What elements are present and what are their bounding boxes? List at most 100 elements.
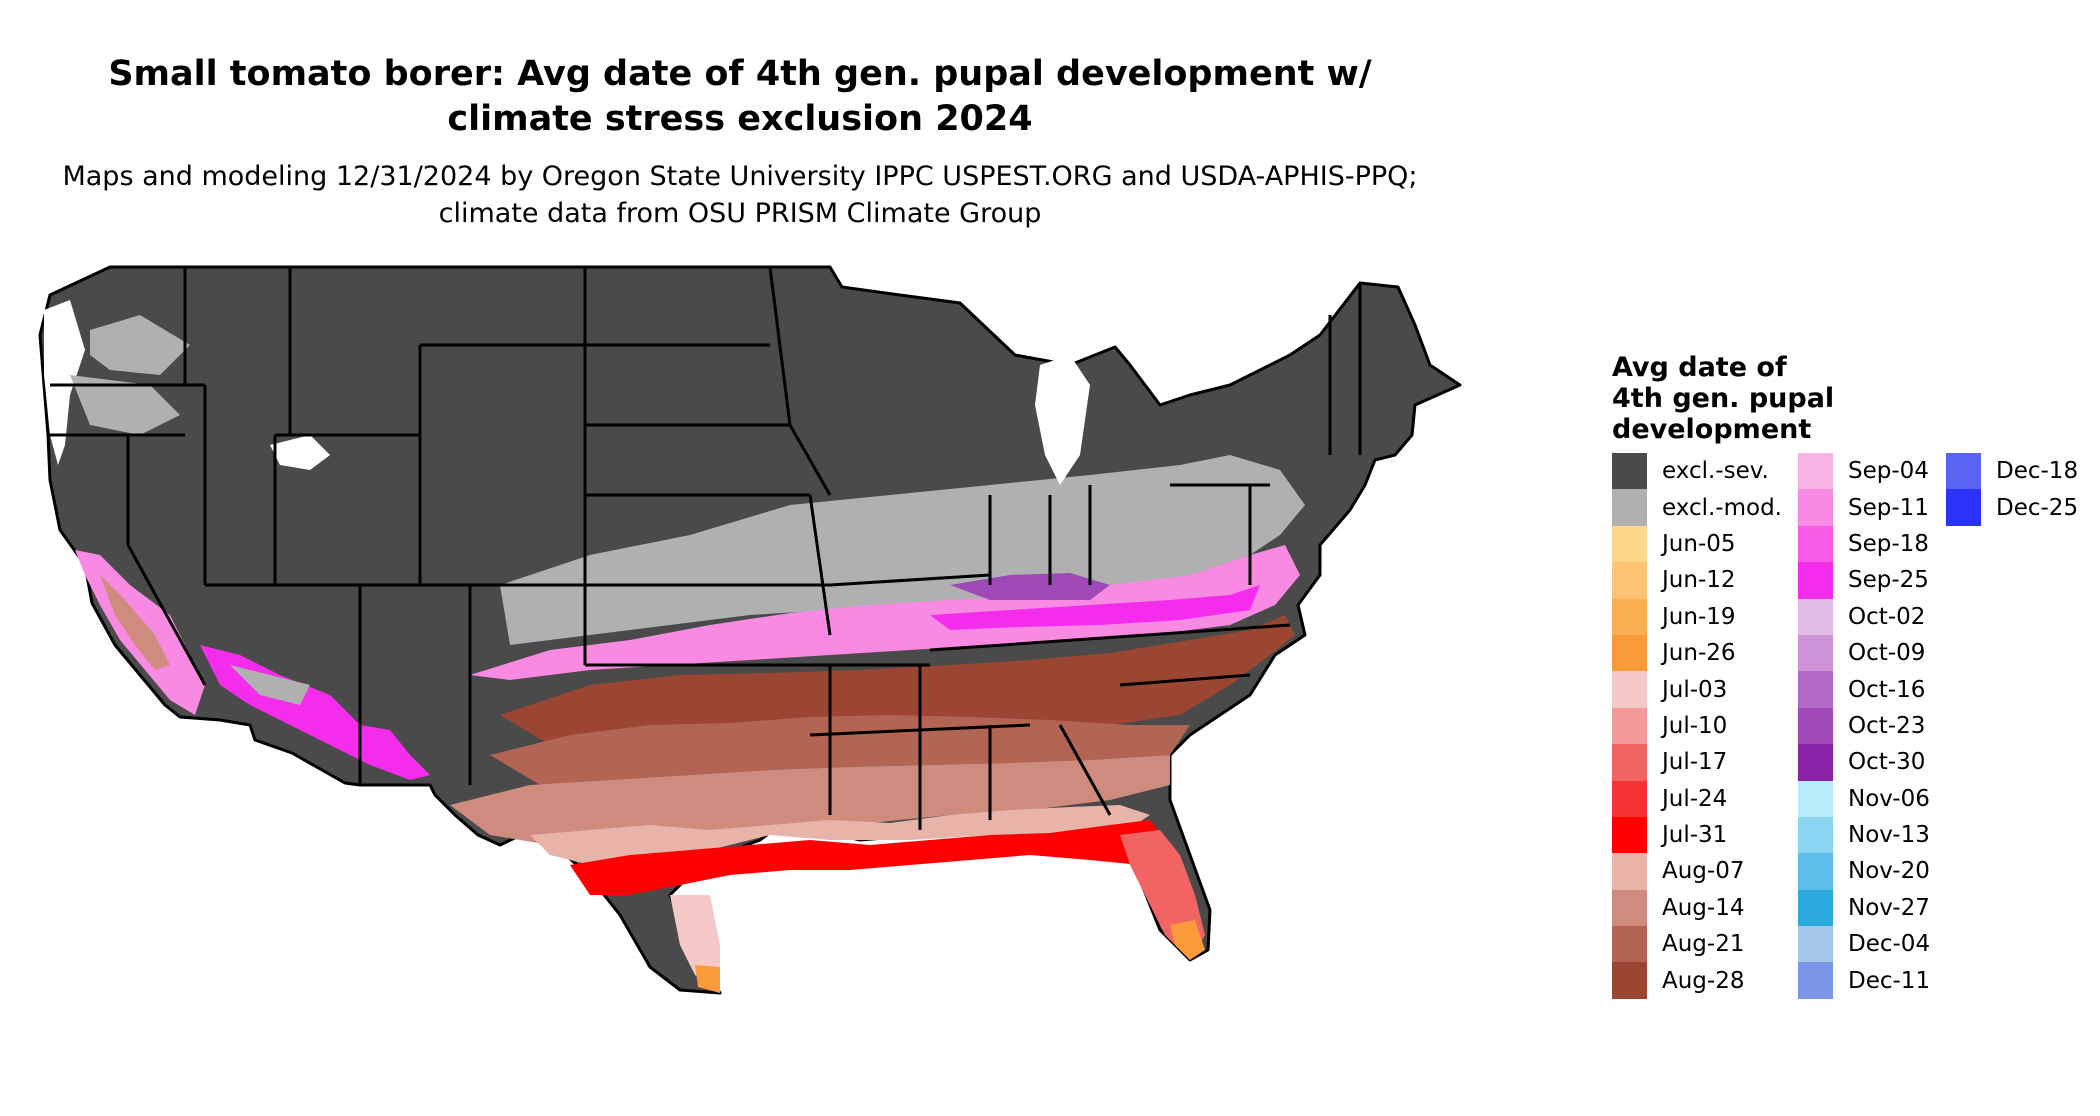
legend-column-3: Dec-18 Dec-25 <box>1946 453 2078 526</box>
legend-label: Aug-07 <box>1662 858 1745 885</box>
magenta-strip <box>930 585 1260 630</box>
legend-swatch <box>1612 562 1647 599</box>
oregon-light-patch <box>70 375 180 435</box>
legend-item: Nov-13 <box>1798 816 1930 854</box>
legend-item: Sep-04 <box>1798 453 1930 490</box>
legend-label: Oct-09 <box>1848 640 1926 667</box>
great-basin-white <box>270 435 330 470</box>
legend-item: Aug-28 <box>1612 962 1782 999</box>
legend-swatch <box>1798 780 1833 817</box>
legend-swatch <box>1612 816 1647 854</box>
legend-item: excl.-sev. <box>1612 453 1782 490</box>
legend-item: Dec-18 <box>1946 453 2079 490</box>
legend-swatch <box>1798 525 1833 563</box>
legend-swatch <box>1798 598 1833 635</box>
legend-label: Jun-26 <box>1662 640 1736 667</box>
legend-label: Dec-18 <box>1996 458 2079 485</box>
texas-tip-orange <box>695 965 720 993</box>
legend-swatch <box>1612 525 1647 563</box>
legend-column-2: Sep-04 Sep-11 Sep-18 Sep-25 Oct-02 Oct-09 Oct-… <box>1798 453 1930 999</box>
legend-item: Aug-14 <box>1612 889 1782 927</box>
legend-item: Oct-16 <box>1798 671 1930 708</box>
legend-item: Nov-27 <box>1798 889 1930 927</box>
legend-swatch <box>1798 489 1833 526</box>
legend-label: Jun-19 <box>1662 603 1736 630</box>
mid-brown-band <box>490 715 1190 785</box>
legend-label: Jun-05 <box>1662 530 1736 557</box>
map-title: Small tomato borer: Avg date of 4th gen.… <box>108 54 1372 139</box>
legend-item: Aug-21 <box>1612 926 1782 963</box>
us-pupal-development-map <box>38 265 1462 995</box>
legend-item: Sep-18 <box>1798 525 1930 563</box>
legend-swatch <box>1946 453 1981 490</box>
legend-swatch <box>1612 634 1647 672</box>
legend-label: Aug-21 <box>1662 931 1745 958</box>
legend-label: Dec-04 <box>1848 931 1931 958</box>
legend-item: Oct-30 <box>1798 744 1930 781</box>
legend-label: Aug-14 <box>1662 894 1745 921</box>
legend-swatch <box>1798 926 1833 963</box>
legend-swatch <box>1946 489 1981 526</box>
legend-label: Dec-25 <box>1996 494 2079 521</box>
legend-swatch <box>1612 744 1647 781</box>
legend-label: Dec-11 <box>1848 967 1931 994</box>
legend-label: Jul-31 <box>1662 822 1728 849</box>
legend-item: Jul-10 <box>1612 707 1782 745</box>
legend-item: Aug-07 <box>1612 853 1782 890</box>
legend-swatch <box>1612 889 1647 927</box>
legend-label: Oct-02 <box>1848 603 1926 630</box>
legend-item: Jun-19 <box>1612 598 1782 635</box>
gulf-coast-red <box>570 820 1170 895</box>
legend-swatch <box>1612 489 1647 526</box>
legend-swatch <box>1612 926 1647 963</box>
legend-item: Sep-11 <box>1798 489 1930 526</box>
legend-item: excl.-mod. <box>1612 489 1782 526</box>
legend-swatch <box>1798 816 1833 854</box>
legend-label: Nov-27 <box>1848 894 1930 921</box>
legend-column-1: excl.-sev. excl.-mod. Jun-05 Jun-12 Jun-19 Ju… <box>1612 453 1782 999</box>
legend-label: Sep-11 <box>1848 494 1929 521</box>
legend-item: Jul-31 <box>1612 816 1782 854</box>
legend-item: Nov-06 <box>1798 780 1930 817</box>
legend-item: Dec-04 <box>1798 926 1931 963</box>
legend-item: Nov-20 <box>1798 853 1930 890</box>
legend-item: Jul-17 <box>1612 744 1782 781</box>
legend-swatch <box>1798 707 1833 745</box>
legend-label: Jul-10 <box>1662 712 1728 739</box>
legend-label: Aug-28 <box>1662 967 1745 994</box>
legend-label: Sep-18 <box>1848 530 1929 557</box>
legend-swatch <box>1612 598 1647 635</box>
legend-swatch <box>1798 889 1833 927</box>
midwest-light-band <box>500 455 1305 645</box>
legend-swatch <box>1612 962 1647 999</box>
legend-label: Jul-03 <box>1662 676 1728 703</box>
sw-light-belt <box>230 665 310 705</box>
dark-brown-band <box>500 615 1295 745</box>
legend-item: Jun-26 <box>1612 634 1782 672</box>
legend-swatch <box>1798 671 1833 708</box>
legend-item: Sep-25 <box>1798 562 1930 599</box>
legend-label: Oct-16 <box>1848 676 1926 703</box>
legend-swatch <box>1798 634 1833 672</box>
ca-valley-red <box>100 575 170 670</box>
light-salmon-band <box>530 805 1150 865</box>
map-subtitle: Maps and modeling 12/31/2024 by Oregon S… <box>62 161 1418 229</box>
legend-swatch <box>1612 671 1647 708</box>
state-borders <box>48 266 1362 830</box>
legend-item: Oct-09 <box>1798 634 1930 672</box>
florida-tip <box>1170 920 1205 960</box>
legend-item: Jun-05 <box>1612 525 1782 563</box>
legend-label: excl.-mod. <box>1662 494 1782 521</box>
legend-label: Sep-04 <box>1848 458 1929 485</box>
legend-label: Sep-25 <box>1848 567 1929 594</box>
legend-item: Jul-03 <box>1612 671 1782 708</box>
legend-item: Oct-02 <box>1798 598 1930 635</box>
legend-item: Oct-23 <box>1798 707 1930 745</box>
legend-title-text: Avg date of 4th gen. pupal development <box>1612 352 1835 445</box>
legend-label: Jul-17 <box>1662 749 1728 776</box>
legend-label: Nov-20 <box>1848 858 1930 885</box>
legend-label: excl.-sev. <box>1662 458 1769 485</box>
legend-label: Nov-06 <box>1848 785 1930 812</box>
legend-label: Jun-12 <box>1662 567 1736 594</box>
legend-swatch <box>1612 707 1647 745</box>
